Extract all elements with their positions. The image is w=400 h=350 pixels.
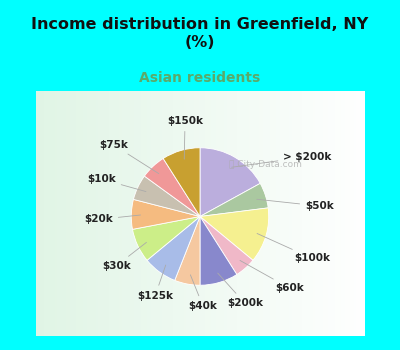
Text: $100k: $100k [257, 233, 330, 263]
Text: $20k: $20k [84, 215, 140, 224]
Text: > $200k: > $200k [232, 152, 332, 167]
Wedge shape [144, 159, 200, 217]
Text: $150k: $150k [167, 116, 203, 159]
Text: ⓘ City-Data.com: ⓘ City-Data.com [229, 160, 302, 169]
Text: $10k: $10k [87, 174, 146, 191]
Wedge shape [175, 217, 200, 285]
Text: $125k: $125k [137, 265, 173, 301]
Text: Income distribution in Greenfield, NY
(%): Income distribution in Greenfield, NY (%… [31, 17, 369, 50]
Wedge shape [163, 148, 200, 217]
Text: $50k: $50k [257, 199, 334, 211]
Text: Asian residents: Asian residents [139, 71, 261, 85]
Wedge shape [200, 217, 237, 285]
Wedge shape [147, 217, 200, 280]
Text: $200k: $200k [218, 273, 263, 308]
Wedge shape [131, 199, 200, 229]
Wedge shape [200, 217, 253, 274]
Wedge shape [134, 176, 200, 217]
Text: $30k: $30k [102, 242, 146, 271]
Text: $60k: $60k [240, 260, 304, 293]
Wedge shape [132, 217, 200, 260]
Text: $75k: $75k [99, 140, 159, 174]
Wedge shape [200, 148, 260, 217]
Wedge shape [200, 208, 269, 260]
Wedge shape [200, 183, 268, 217]
Text: $40k: $40k [188, 275, 218, 311]
